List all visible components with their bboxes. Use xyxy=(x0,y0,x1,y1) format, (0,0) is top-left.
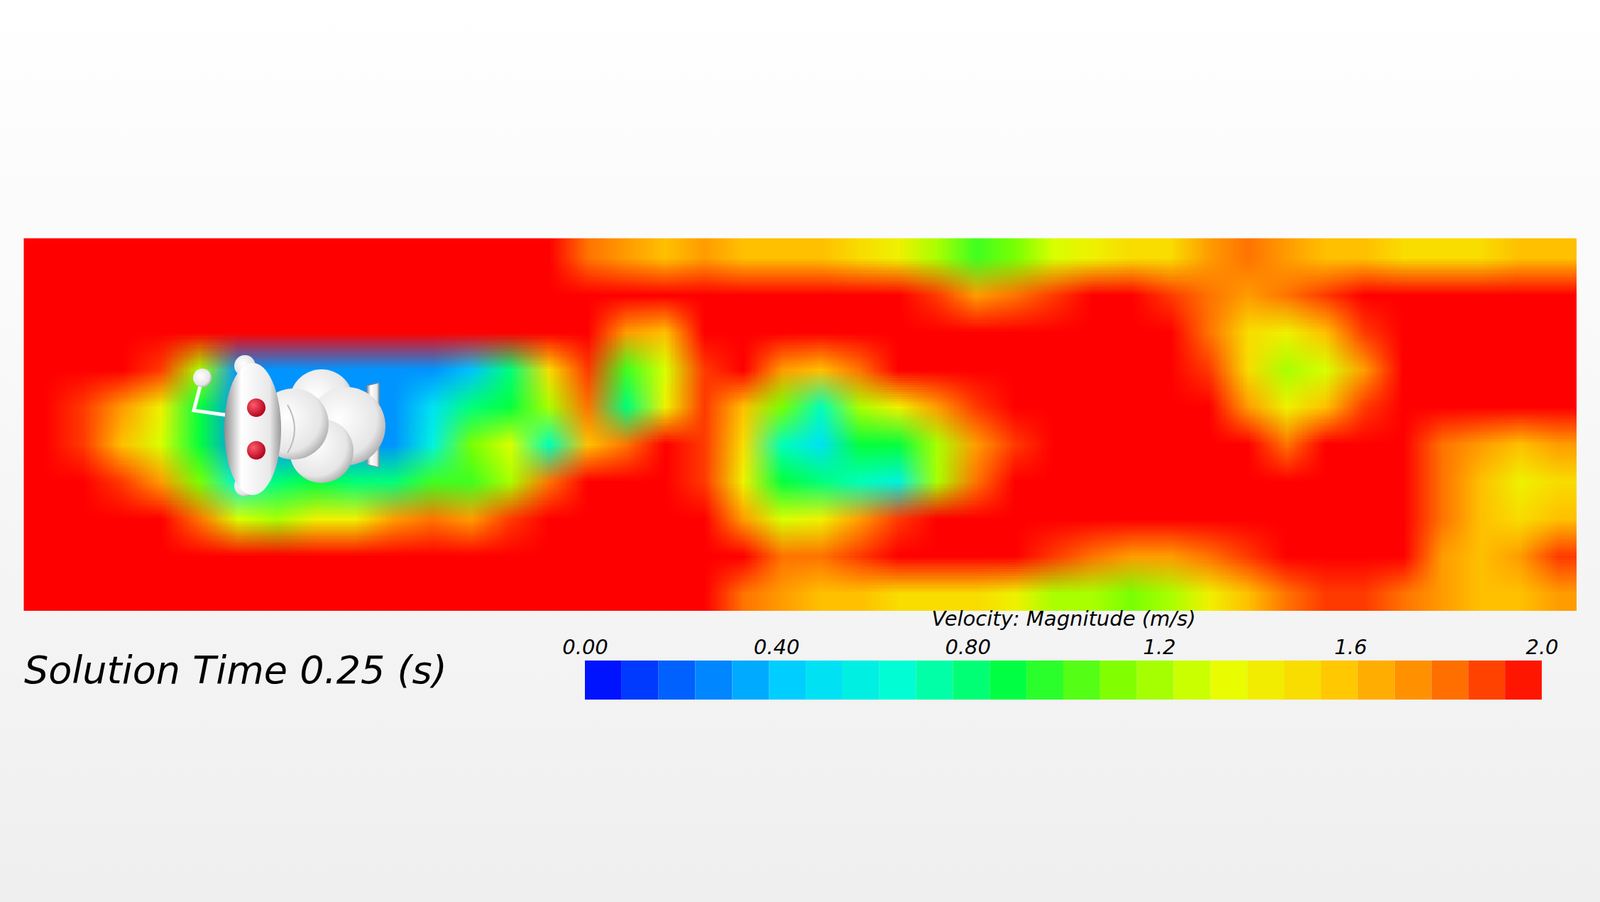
svg-text:0.40: 0.40 xyxy=(753,634,800,659)
svg-text:1.6: 1.6 xyxy=(1334,634,1368,659)
html-text:Solution Time 0.25 (s): Solution Time 0.25 (s) xyxy=(24,647,448,693)
svg-text:2.0: 2.0 xyxy=(1525,634,1559,659)
svg-text:0.00: 0.00 xyxy=(562,634,609,659)
svg-text:0.80: 0.80 xyxy=(944,634,991,659)
svg-text:Velocity: Magnitude (m/s): Velocity: Magnitude (m/s) xyxy=(932,606,1197,631)
svg-text:1.2: 1.2 xyxy=(1142,634,1176,659)
